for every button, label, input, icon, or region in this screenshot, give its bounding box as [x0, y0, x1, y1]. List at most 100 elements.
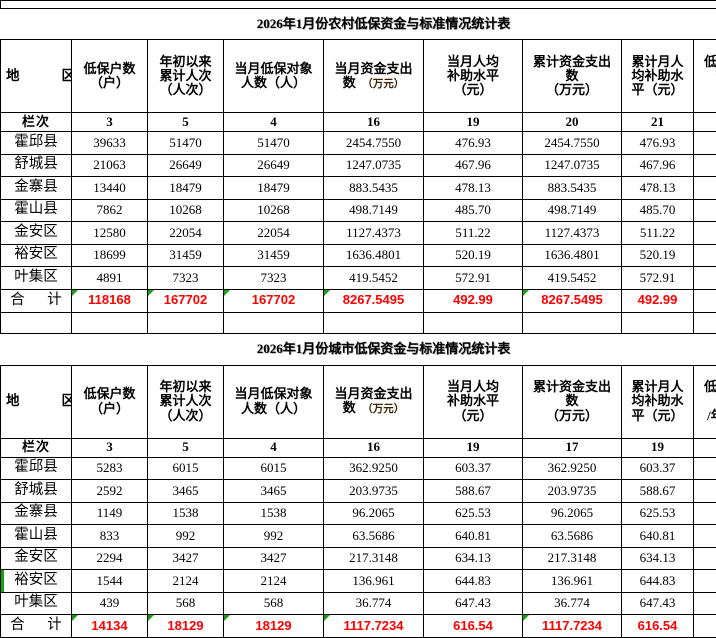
table1-row4-c1: 12580	[72, 222, 148, 245]
table1-row0-c4: 2454.7550	[324, 132, 424, 155]
table1-row2-c4: 883.5435	[324, 177, 424, 200]
table2-row1-c3: 3465	[224, 480, 324, 503]
rural-subsistence-allowance-table: 2026年1月份农村低保资金与标准情况统计表 地 区 低保户数 （户） 年初以来…	[0, 0, 716, 334]
table2-row1-c5: 588.67	[424, 480, 523, 503]
table1-row0-c2: 51470	[148, 132, 224, 155]
table1-row0-c3: 51470	[224, 132, 324, 155]
table2-row2-c8: 9348	[694, 502, 716, 525]
table2-row4-c6: 217.3148	[523, 547, 622, 570]
table1-total-c4: 8267.5495	[324, 289, 424, 312]
table1-col-region: 地 区	[1, 40, 72, 113]
table1-row5-c3: 31459	[224, 244, 324, 267]
spacer-cell	[523, 312, 622, 333]
error-marker-icon	[148, 290, 154, 296]
table1-total-c5: 492.99	[424, 289, 523, 312]
table2-row5-c1: 1544	[72, 570, 148, 593]
table1-col-month-expenditure: 当月资金支出 数 （万元）	[324, 40, 424, 113]
spacer-cell	[148, 312, 224, 333]
table2-lanci-2: 5	[148, 438, 224, 457]
table1-row6-c4: 419.5452	[324, 267, 424, 290]
table1-row2-c8: 721	[694, 177, 716, 200]
table2-row2-c1: 1149	[72, 502, 148, 525]
table2-row4-c1: 2294	[72, 547, 148, 570]
table2-col-households: 低保户数 （户）	[72, 365, 148, 438]
table2-row5-c4: 136.961	[324, 570, 424, 593]
table1-lanci-8: 22	[694, 113, 716, 132]
table1-row1-c6: 1247.0735	[523, 154, 622, 177]
error-marker-icon	[324, 615, 330, 621]
table1-total-c7: 492.99	[622, 289, 694, 312]
table1-total-c6: 8267.5495	[523, 289, 622, 312]
table2-row5-region: 裕安区	[1, 570, 72, 593]
table1-lanci-7: 21	[622, 113, 694, 132]
table1-row2-c3: 18479	[224, 177, 324, 200]
table1-row3-c7: 485.70	[622, 199, 694, 222]
table2-total-c8: 9348	[694, 615, 716, 638]
table1-header-row: 地 区 低保户数 （户） 年初以来 累计人次 （人次） 当月低保对象 人数（人）…	[1, 40, 716, 113]
table-row: 金寨县 1149 1538 1538 96.2065 625.53 96.206…	[1, 502, 716, 525]
table2-row6-c4: 36.774	[324, 592, 424, 615]
table2-row6-c6: 36.774	[523, 592, 622, 615]
table2-row2-region: 金寨县	[1, 502, 72, 525]
table2-lanci-label: 栏次	[1, 438, 72, 457]
table1-lanci-4: 16	[324, 113, 424, 132]
table2-total-label: 合 计	[1, 615, 72, 638]
table1-title: 2026年1月份农村低保资金与标准情况统计表	[1, 9, 716, 40]
table1-row3-c6: 498.7149	[523, 199, 622, 222]
top-spacer-row	[1, 1, 716, 9]
table1-lanci-1: 3	[72, 113, 148, 132]
table1-row1-c3: 26649	[224, 154, 324, 177]
table-row: 金寨县 13440 18479 18479 883.5435 478.13 88…	[1, 177, 716, 200]
table2-row0-c8: 9348	[694, 457, 716, 480]
table2-lanci-7: 19	[622, 438, 694, 457]
table-row: 霍邱县 5283 6015 6015 362.9250 603.37 362.9…	[1, 457, 716, 480]
table-row: 金安区 2294 3427 3427 217.3148 634.13 217.3…	[1, 547, 716, 570]
table1-row5-c8: 721	[694, 244, 716, 267]
table2-row5-c8: 9348	[694, 570, 716, 593]
table2-row2-c5: 625.53	[424, 502, 523, 525]
table2-header-row: 地 区 低保户数 （户） 年初以来 累计人次 （人次） 当月低保对象 人数（人）…	[1, 365, 716, 438]
spacer-cell	[424, 312, 523, 333]
table1-row3-c1: 7862	[72, 199, 148, 222]
table1-row1-region: 舒城县	[1, 154, 72, 177]
table2-total-c4: 1117.7234	[324, 615, 424, 638]
table1-row6-c6: 419.5452	[523, 267, 622, 290]
table1-row1-c2: 26649	[148, 154, 224, 177]
table1-row2-c1: 13440	[72, 177, 148, 200]
error-marker-icon	[324, 290, 330, 296]
table1-lanci-2: 5	[148, 113, 224, 132]
table1-row1-c1: 21063	[72, 154, 148, 177]
table2-col-month-per-capita: 当月人均 补助水平 （元）	[424, 365, 523, 438]
table1-lanci-5: 19	[424, 113, 523, 132]
top-spacer-cell	[1, 1, 716, 9]
table2-row6-c2: 568	[148, 592, 224, 615]
table2-total-c2: 18129	[148, 615, 224, 638]
table1-row5-c6: 1636.4801	[523, 244, 622, 267]
between-tables-spacer-row	[1, 312, 716, 333]
table-row: 舒城县 21063 26649 26649 1247.0735 467.96 1…	[1, 154, 716, 177]
table1-row5-c1: 18699	[72, 244, 148, 267]
table2-row3-c6: 63.5686	[523, 525, 622, 548]
table2-row6-c8: 9348	[694, 592, 716, 615]
table1-row4-c7: 511.22	[622, 222, 694, 245]
error-marker-icon	[224, 615, 230, 621]
table2-title-row: 2026年1月份城市低保资金与标准情况统计表	[1, 334, 716, 365]
table1-row2-c7: 478.13	[622, 177, 694, 200]
table-row: 叶集区 4891 7323 7323 419.5452 572.91 419.5…	[1, 267, 716, 290]
table2-row1-region: 舒城县	[1, 480, 72, 503]
spacer-cell	[224, 312, 324, 333]
table2-row0-c6: 362.9250	[523, 457, 622, 480]
table1-row3-c3: 10268	[224, 199, 324, 222]
table-row: 舒城县 2592 3465 3465 203.9735 588.67 203.9…	[1, 480, 716, 503]
table1-row5-c4: 1636.4801	[324, 244, 424, 267]
table2-row1-c8: 9348	[694, 480, 716, 503]
table2-row0-c5: 603.37	[424, 457, 523, 480]
table2-total-row: 合 计 14134 18129 18129 1117.7234 616.54 1…	[1, 615, 716, 638]
table-row: 霍邱县 39633 51470 51470 2454.7550 476.93 2…	[1, 132, 716, 155]
table2-row2-c2: 1538	[148, 502, 224, 525]
table2-row6-c1: 439	[72, 592, 148, 615]
table2-row0-c1: 5283	[72, 457, 148, 480]
table1-row0-c1: 39633	[72, 132, 148, 155]
table1-row3-c5: 485.70	[424, 199, 523, 222]
table1-row2-c2: 18479	[148, 177, 224, 200]
